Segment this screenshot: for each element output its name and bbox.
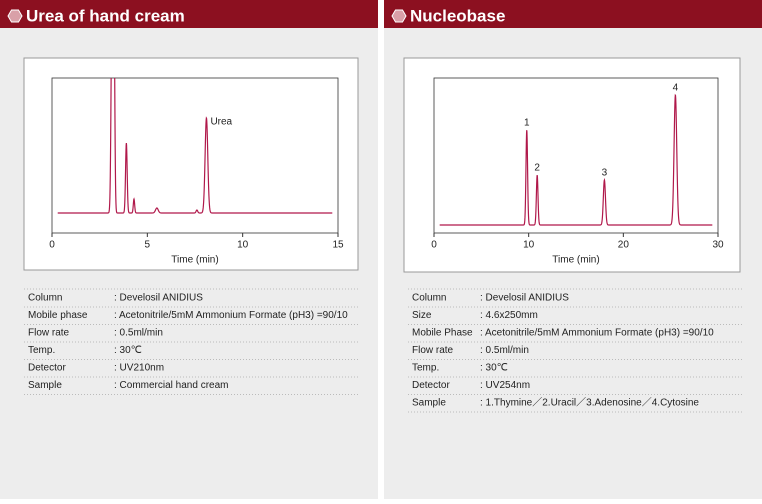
condition-value: : 1.Thymine／2.Uracil／3.Adenosine／4.Cytos… — [480, 397, 699, 409]
condition-label: Detector — [28, 363, 66, 374]
peak-label: 1 — [524, 118, 530, 129]
chromatogram-trace — [57, 78, 333, 214]
x-tick-label: 30 — [712, 240, 724, 251]
x-tick-label: 10 — [523, 240, 535, 251]
condition-value: : UV254nm — [480, 380, 530, 391]
plot-frame — [51, 77, 339, 234]
condition-label: Column — [412, 293, 446, 304]
x-axis-label: Time (min) — [171, 255, 218, 266]
condition-label: Flow rate — [412, 345, 454, 356]
condition-value: : Acetonitrile/5mM Ammonium Formate (pH3… — [114, 310, 348, 321]
x-tick-label: 20 — [618, 240, 630, 251]
x-tick-label: 0 — [431, 240, 437, 251]
x-tick-label: 10 — [237, 240, 249, 251]
condition-label: Sample — [28, 380, 62, 391]
condition-value: : Develosil ANIDIUS — [114, 293, 203, 304]
condition-label: Temp. — [412, 363, 439, 374]
condition-value: : 0.5ml/min — [114, 328, 163, 339]
peak-label: 3 — [602, 168, 608, 179]
condition-label: Mobile Phase — [412, 328, 473, 339]
panel-title: Nucleobase — [410, 6, 505, 25]
header-icon — [391, 9, 407, 23]
condition-value: : 30℃ — [114, 345, 142, 356]
panel-title: Urea of hand cream — [26, 6, 185, 25]
condition-value: : UV210nm — [114, 363, 164, 374]
condition-value: : 4.6x250mm — [480, 310, 538, 321]
condition-value: : Commercial hand cream — [114, 380, 228, 391]
header-bar — [0, 0, 378, 28]
plot-frame — [433, 77, 719, 234]
x-tick-label: 5 — [145, 240, 151, 251]
condition-label: Sample — [412, 398, 446, 409]
x-axis-label: Time (min) — [552, 255, 599, 266]
condition-label: Column — [28, 293, 62, 304]
condition-label: Detector — [412, 380, 450, 391]
condition-label: Temp. — [28, 345, 55, 356]
chart-box — [23, 57, 359, 271]
peak-label: 2 — [534, 163, 540, 174]
chromatogram-trace — [439, 93, 713, 226]
header-icon — [7, 9, 23, 23]
header-bar — [384, 0, 762, 28]
condition-value: : Acetonitrile/5mM Ammonium Formate (pH3… — [480, 328, 714, 339]
condition-value: : Develosil ANIDIUS — [480, 293, 569, 304]
chart-box — [403, 57, 741, 273]
x-tick-label: 0 — [49, 240, 55, 251]
condition-label: Flow rate — [28, 328, 70, 339]
condition-label: Mobile phase — [28, 310, 88, 321]
peak-label: 4 — [673, 83, 679, 94]
condition-value: : 30℃ — [480, 363, 508, 374]
condition-value: : 0.5ml/min — [480, 345, 529, 356]
condition-label: Size — [412, 310, 432, 321]
peak-label: Urea — [210, 117, 232, 128]
x-tick-label: 15 — [332, 240, 344, 251]
